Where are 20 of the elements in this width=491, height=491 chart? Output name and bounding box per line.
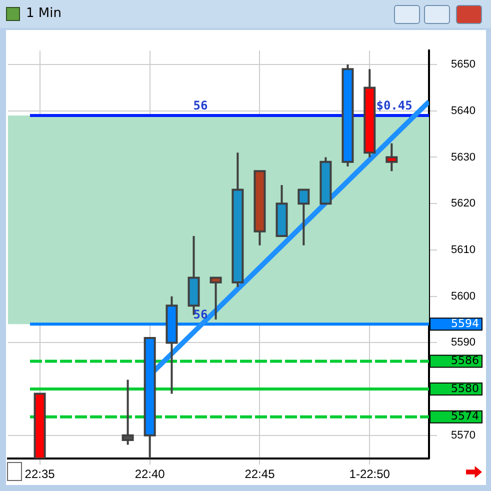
annotation: 56 [193,307,208,322]
y-tick-label: 5630 [451,151,476,164]
annotation: $0.45 [376,98,412,113]
y-tick-label: 5590 [451,336,476,349]
ref-line-label: 5574 [451,410,479,423]
y-tick-label: 5650 [451,58,476,71]
x-tick-label: 22:40 [134,467,166,482]
y-tick-label: 5620 [451,198,476,210]
chart-title: 1 Min [26,6,62,21]
ref-line-label: 5594 [451,317,479,330]
x-tick-label: 1-22:50 [349,467,390,482]
x-tick-label: 22:45 [244,467,276,482]
ref-line-label: 5586 [451,354,479,368]
y-tick-label: 5600 [451,290,476,302]
annotation: 56 [193,98,208,113]
y-tick-label: 5570 [451,429,476,442]
x-tick-label: 22:35 [24,467,56,482]
ref-line-label: 5580 [451,382,479,395]
y-tick-label: 5610 [451,244,476,256]
y-tick-label: 5640 [451,104,476,117]
